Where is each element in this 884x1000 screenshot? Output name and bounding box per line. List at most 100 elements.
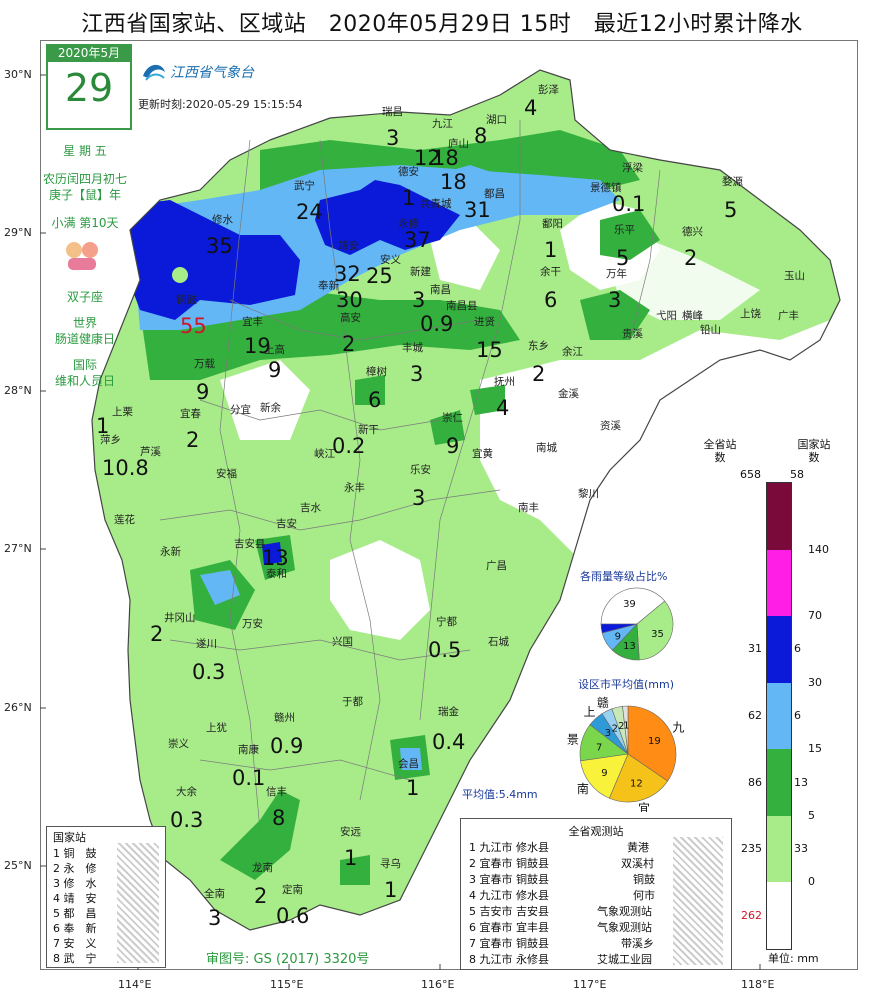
rain-value: 10.8 <box>102 456 149 480</box>
city-label: 信丰 <box>266 786 287 798</box>
lon-label: 117°E <box>573 978 607 991</box>
rain-value: 0.3 <box>192 660 226 684</box>
city-label: 余干 <box>540 266 561 278</box>
lat-label: 30°N <box>4 68 32 81</box>
pie-label: 3 <box>605 728 611 739</box>
lon-label: 114°E <box>118 978 152 991</box>
rain-value: 3 <box>386 126 400 150</box>
panel-row: 7 安 义 <box>53 937 97 950</box>
rain-value: 0.2 <box>332 434 366 458</box>
legend-col1-head: 全省站数 <box>703 438 737 464</box>
logo-icon <box>140 58 168 86</box>
rain-value: 1 <box>544 238 558 262</box>
city-label: 宁都 <box>436 616 457 628</box>
city-label: 兴国 <box>332 636 353 648</box>
pie-slice <box>622 705 629 755</box>
city-label: 峡江 <box>314 448 335 460</box>
city-label: 宜丰 <box>242 316 263 328</box>
city-label: 高安 <box>340 312 361 324</box>
rain-value: 3 <box>208 906 222 930</box>
rain-value: 0.4 <box>432 730 466 754</box>
city-label: 丰城 <box>402 342 423 354</box>
panel-row: 8 武 宁 <box>53 952 97 965</box>
lon-label: 118°E <box>741 978 775 991</box>
city-label: 彭泽 <box>538 84 559 96</box>
city-label: 永丰 <box>344 482 365 494</box>
city-label: 会昌 <box>398 758 419 770</box>
rain-value: 2 <box>254 884 268 908</box>
city-label: 修水 <box>212 214 233 226</box>
panel-row: 3 修 水 <box>53 877 97 890</box>
city-label: 万年 <box>606 268 627 280</box>
panel-row: 2 永 修 <box>53 862 97 875</box>
panel-row-station: 气象观测站 <box>597 921 652 934</box>
legend-count-all: 235 <box>741 842 762 856</box>
pie-label: 13 <box>623 641 636 652</box>
legend-color-bar <box>766 482 792 950</box>
panel-row: 6 宜春市 宜丰县 <box>469 921 549 934</box>
rain-value: 8 <box>272 806 286 830</box>
rain-value: 32 <box>334 262 361 286</box>
city-label: 永新 <box>160 546 181 558</box>
city-label: 婺源 <box>722 176 743 188</box>
legend-col1-total: 658 <box>740 468 761 481</box>
rain-value: 19 <box>244 334 271 358</box>
panel-row-station: 艾城工业园 <box>597 953 652 966</box>
city-label: 靖安 <box>338 240 359 252</box>
legend-col2-total: 58 <box>790 468 804 481</box>
city-label: 吉水 <box>300 502 321 514</box>
city-label: 南昌 <box>430 284 451 296</box>
city-label: 安福 <box>216 468 237 480</box>
pie2-title: 设区市平均值(mm) <box>578 678 675 691</box>
city-label: 瑞昌 <box>382 106 403 118</box>
calendar-solar-term: 小满 第10天 <box>51 216 119 230</box>
city-label: 分宜 <box>230 404 251 416</box>
rain-value: 2 <box>532 362 546 386</box>
lon-label: 116°E <box>421 978 455 991</box>
pie-name: 南 <box>577 781 589 796</box>
city-label: 全南 <box>204 888 225 900</box>
lat-label: 27°N <box>4 542 32 555</box>
pie-slice <box>608 753 669 803</box>
city-label: 浮梁 <box>622 162 643 174</box>
city-label: 德安 <box>398 166 419 178</box>
city-label: 新建 <box>410 266 431 278</box>
rain-value: 18 <box>432 146 459 170</box>
city-label: 广昌 <box>486 560 507 572</box>
panel-row-station: 带溪乡 <box>621 937 654 950</box>
city-label: 武宁 <box>294 180 315 192</box>
rain-value: 5 <box>616 246 630 270</box>
panel-row: 3 宜春市 铜鼓县 <box>469 873 549 886</box>
rain-value: 18 <box>440 170 467 194</box>
city-label: 吉安 <box>276 518 297 530</box>
rain-value: 0.1 <box>232 766 266 790</box>
pie-name: 上 <box>583 705 595 719</box>
city-label: 上饶 <box>740 308 761 320</box>
city-label: 鄱阳 <box>542 218 563 230</box>
pie-name: 景 <box>567 733 579 747</box>
panel-row-station: 气象观测站 <box>597 905 652 918</box>
rain-value: 24 <box>296 200 323 224</box>
city-label: 安义 <box>380 254 401 266</box>
city-label: 萍乡 <box>100 434 121 446</box>
pie-slice <box>636 600 674 661</box>
rain-value: 1 <box>384 878 398 902</box>
calendar-month: 2020年5月 <box>46 44 132 62</box>
city-label: 余江 <box>562 346 583 358</box>
rain-value: 3 <box>412 486 426 510</box>
rain-value: 5 <box>724 198 738 222</box>
lat-label: 26°N <box>4 701 32 714</box>
city-label: 石城 <box>488 636 509 648</box>
rain-value: 6 <box>544 288 558 312</box>
panel-row: 8 九江市 永修县 <box>469 953 549 966</box>
city-label: 玉山 <box>784 270 805 282</box>
city-label: 进贤 <box>474 316 495 328</box>
city-label: 都昌 <box>484 188 505 200</box>
city-label: 安远 <box>340 826 361 838</box>
legend-col2-head: 国家站数 <box>797 438 831 464</box>
legend-count-all: 262 <box>741 908 762 922</box>
legend-count-all: 31 <box>748 642 762 656</box>
pie-name: 九 <box>672 720 684 734</box>
legend-count-all: 62 <box>748 709 762 722</box>
legend-swatch <box>767 682 791 750</box>
